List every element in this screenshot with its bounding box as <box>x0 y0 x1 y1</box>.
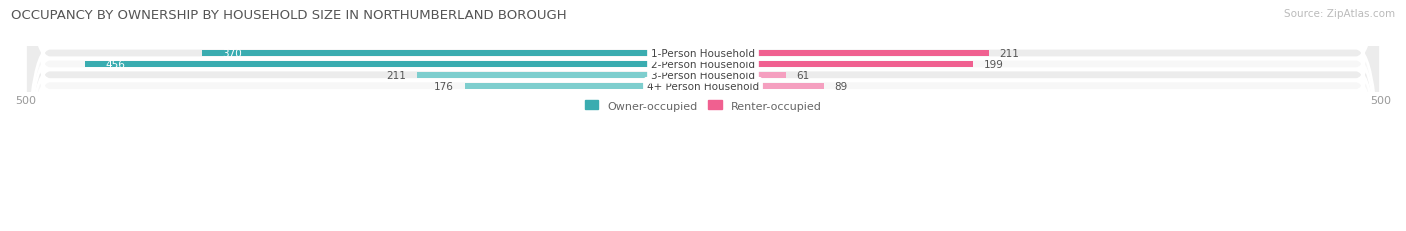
Bar <box>703 62 973 68</box>
Bar <box>703 73 786 79</box>
Text: 1-Person Household: 1-Person Household <box>651 49 755 59</box>
Text: OCCUPANCY BY OWNERSHIP BY HOUSEHOLD SIZE IN NORTHUMBERLAND BOROUGH: OCCUPANCY BY OWNERSHIP BY HOUSEHOLD SIZE… <box>11 9 567 22</box>
FancyBboxPatch shape <box>25 0 1381 231</box>
Text: 211: 211 <box>1000 49 1019 59</box>
Text: Source: ZipAtlas.com: Source: ZipAtlas.com <box>1284 9 1395 19</box>
FancyBboxPatch shape <box>25 0 1381 231</box>
FancyBboxPatch shape <box>25 0 1381 231</box>
Bar <box>201 51 703 57</box>
Bar <box>703 51 988 57</box>
Bar <box>418 73 703 79</box>
Text: 176: 176 <box>434 81 454 91</box>
Bar <box>464 83 703 89</box>
FancyBboxPatch shape <box>25 0 1381 231</box>
Text: 2-Person Household: 2-Person Household <box>651 60 755 70</box>
Text: 456: 456 <box>105 60 125 70</box>
Text: 3-Person Household: 3-Person Household <box>651 70 755 80</box>
Text: 4+ Person Household: 4+ Person Household <box>647 81 759 91</box>
Text: 199: 199 <box>983 60 1004 70</box>
Text: 89: 89 <box>834 81 848 91</box>
Text: 211: 211 <box>387 70 406 80</box>
Legend: Owner-occupied, Renter-occupied: Owner-occupied, Renter-occupied <box>581 96 825 116</box>
Text: 61: 61 <box>796 70 810 80</box>
Bar <box>703 83 824 89</box>
Bar <box>86 62 703 68</box>
Text: 370: 370 <box>222 49 242 59</box>
